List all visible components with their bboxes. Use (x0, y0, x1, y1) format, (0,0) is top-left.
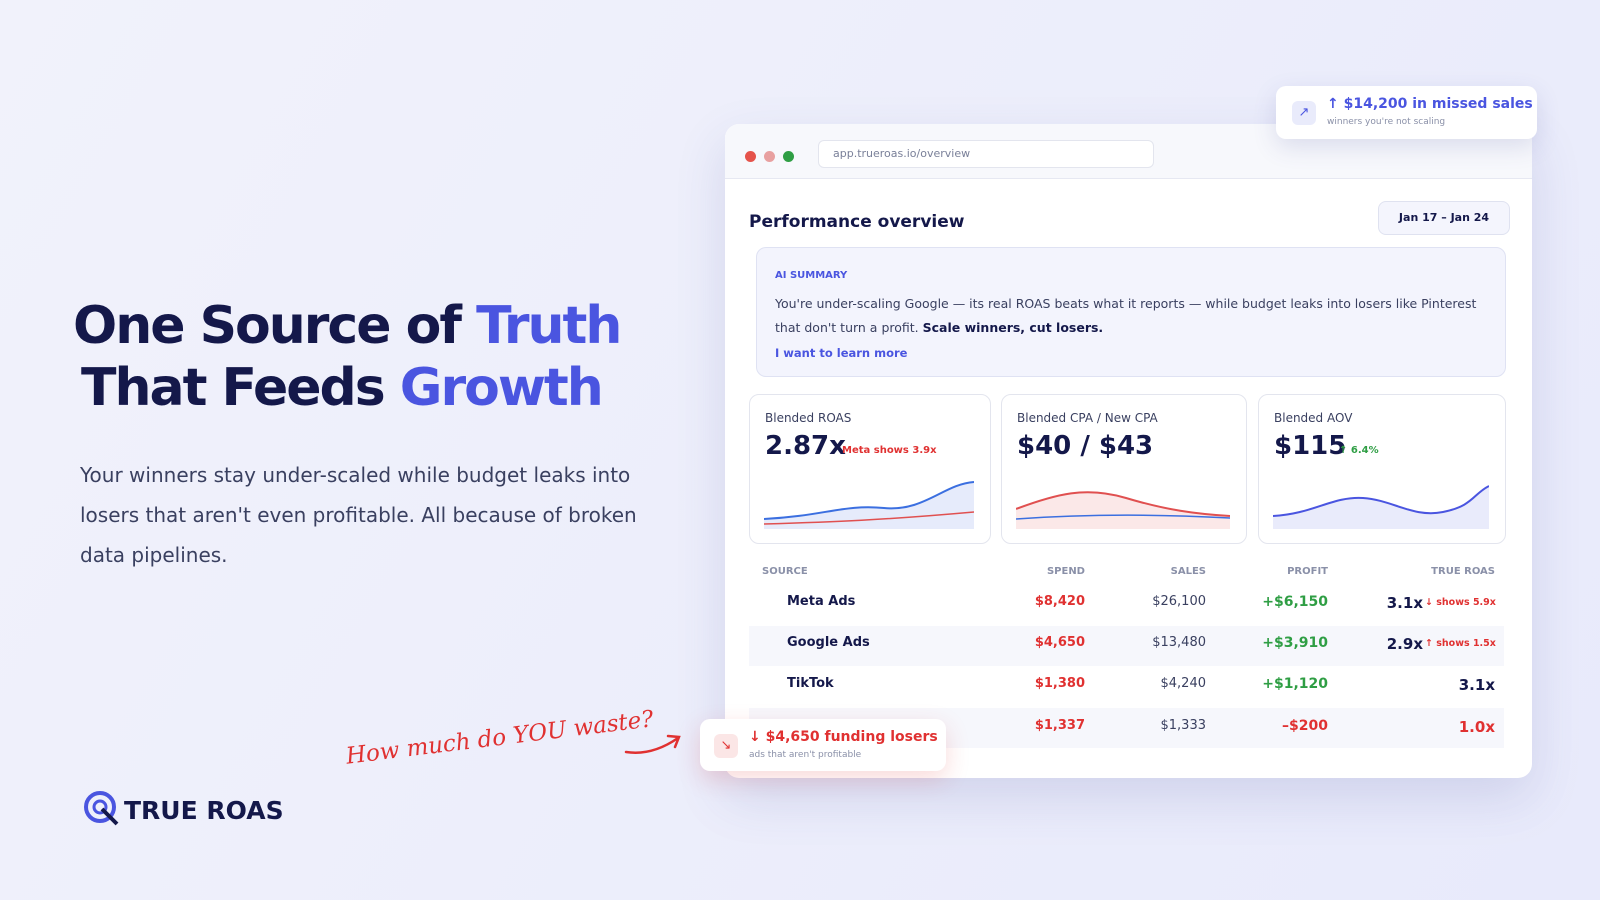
window-dot (764, 151, 775, 162)
profit-cell: +$3,910 (1262, 635, 1328, 651)
card-value: $115 (1274, 431, 1347, 461)
spend-cell: $1,337 (1034, 718, 1085, 733)
column-header: TRUE ROAS (1431, 566, 1495, 577)
spend-cell: $1,380 (1034, 676, 1085, 691)
callout: ↘ ↓ $4,650 funding losers ads that aren'… (700, 719, 946, 771)
column-header: SOURCE (762, 566, 808, 577)
url-bar[interactable]: app.trueroas.io/overview (818, 140, 1154, 168)
callout-subtitle: winners you're not scaling (1327, 117, 1446, 127)
title-accent: Truth (476, 296, 622, 356)
window-dot (783, 151, 794, 162)
sales-cell: $26,100 (1152, 594, 1206, 609)
source-name: TikTok (787, 676, 834, 691)
app-window: app.trueroas.io/overview Performance ove… (725, 124, 1532, 778)
card-value: $40 / $43 (1017, 431, 1154, 461)
card-value: 2.87x (765, 431, 846, 461)
ai-summary: AI SUMMARY You're under-scaling Google —… (756, 247, 1506, 377)
card-note: Meta shows 3.9x (842, 445, 937, 456)
arrow (624, 734, 681, 754)
source-name: Meta Ads (787, 594, 856, 609)
ai-emphasis: Scale winners, cut losers. (922, 320, 1104, 335)
learn-more-link[interactable]: I want to learn more (775, 346, 908, 360)
sales-cell: $13,480 (1152, 635, 1206, 650)
card-label: Blended CPA / New CPA (1017, 411, 1158, 425)
roas-cell: 2.9x (1386, 635, 1423, 653)
column-header: SPEND (1046, 566, 1085, 577)
metric-card: Blended CPA / New CPA $40 / $43 (1001, 394, 1247, 544)
sparkline (1273, 485, 1489, 529)
metric-card: Blended AOV $115 ↑ 6.4% (1258, 394, 1506, 544)
spend-cell: $8,420 (1034, 594, 1085, 609)
sparkline (764, 481, 974, 529)
hero-body: Your winners stay under-scaled while bud… (80, 463, 637, 567)
callout: ↗ ↑ $14,200 in missed sales winners you'… (1276, 86, 1537, 139)
callout-icon: ↗ (1292, 101, 1316, 125)
hero-title-line: That Feeds Growth (81, 358, 604, 418)
callout-icon: ↘ (714, 734, 738, 758)
ai-label: AI SUMMARY (775, 270, 848, 281)
sparkline (1016, 491, 1230, 529)
heading: Performance overview (749, 212, 965, 232)
roas-cell: 3.1x (1386, 594, 1423, 612)
column-header: SALES (1170, 566, 1206, 577)
title-text: That Feeds (81, 358, 400, 418)
profit-cell: +$6,150 (1262, 594, 1328, 610)
profit-cell: –$200 (1282, 718, 1328, 734)
sales-cell: $4,240 (1160, 676, 1207, 691)
roas-note: ↑ shows 1.5x (1425, 638, 1496, 649)
callout-subtitle: ads that aren't profitable (749, 750, 862, 760)
roas-cell: 3.1x (1458, 676, 1495, 694)
card-note: ↑ 6.4% (1339, 445, 1379, 456)
callout-title: ↓ $4,650 funding losers (749, 729, 938, 745)
column-header: PROFIT (1287, 566, 1328, 577)
sales-cell: $1,333 (1160, 718, 1207, 733)
card-label: Blended ROAS (765, 411, 852, 425)
logo-text: TRUE ROAS (124, 796, 284, 825)
card-label: Blended AOV (1274, 411, 1353, 425)
spend-cell: $4,650 (1034, 635, 1085, 650)
source-name: Google Ads (787, 635, 870, 650)
callout-title: ↑ $14,200 in missed sales (1327, 96, 1533, 112)
annotation: How much do YOU waste? (344, 706, 655, 770)
logo-icon (84, 791, 119, 826)
hero-title-line: One Source of Truth (73, 296, 622, 356)
window-dot (745, 151, 756, 162)
title-accent: Growth (399, 358, 604, 418)
date-picker[interactable]: Jan 17 – Jan 24 (1378, 201, 1510, 235)
profit-cell: +$1,120 (1262, 676, 1328, 692)
roas-note: ↓ shows 5.9x (1425, 597, 1496, 608)
row-stripe (749, 626, 1504, 666)
ai-text-body: You're under-scaling Google — its real R… (775, 296, 1477, 335)
title-text: One Source of (73, 296, 477, 356)
roas-cell: 1.0x (1458, 718, 1495, 736)
metric-card: Blended ROAS 2.87x Meta shows 3.9x (749, 394, 991, 544)
ai-text: You're under-scaling Google — its real R… (775, 292, 1495, 340)
